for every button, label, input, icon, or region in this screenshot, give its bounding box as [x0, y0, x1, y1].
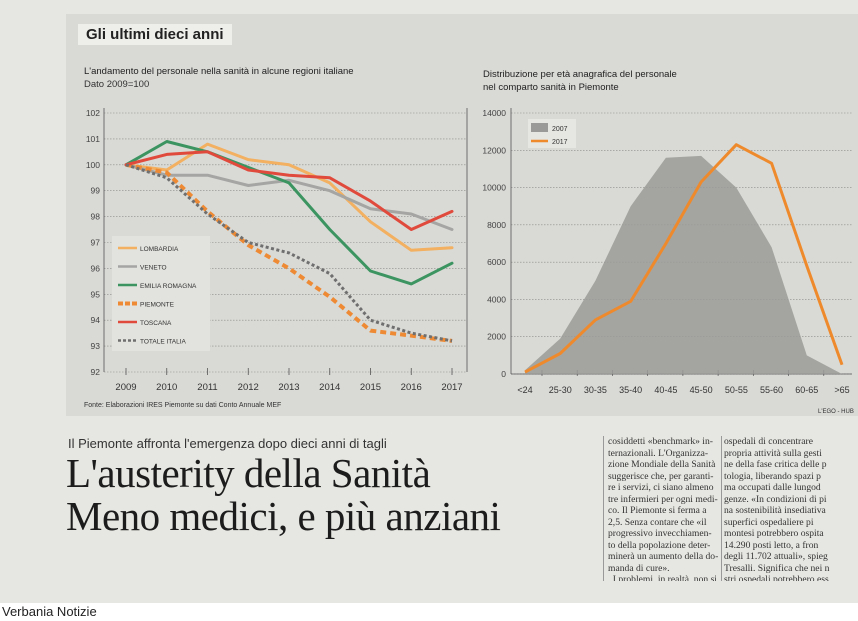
x-tick-label: 2014	[319, 382, 340, 393]
y-tick-label: 6000	[487, 257, 506, 267]
y-tick-label: 97	[91, 238, 101, 248]
column-divider	[721, 436, 722, 581]
x-tick-label: 2010	[156, 382, 177, 393]
legend-label: VENETO	[140, 265, 167, 272]
column-divider	[603, 436, 604, 581]
x-tick-label: >65	[834, 385, 849, 395]
y-tick-label: 10000	[482, 183, 506, 193]
x-tick-label: 55-60	[760, 385, 783, 395]
y-tick-label: 2000	[487, 332, 506, 342]
y-tick-label: 96	[91, 263, 101, 273]
y-tick-label: 0	[501, 369, 506, 379]
legend-label: TOSCANA	[140, 320, 172, 327]
y-tick-label: 92	[91, 367, 101, 377]
headline-line-1: L'austerity della Sanità	[66, 450, 431, 496]
x-tick-label: 2017	[441, 382, 462, 393]
line-chart-source: Fonte: Elaborazioni IRES Piemonte su dat…	[84, 402, 281, 409]
y-tick-label: 101	[86, 134, 100, 144]
line-series-2017	[524, 143, 844, 374]
legend-label: PIEMONTE	[140, 302, 175, 309]
y-tick-label: 98	[91, 212, 101, 222]
area-chart-title-line2: nel comparto sanità in Piemonte	[483, 82, 619, 93]
y-tick-label: 100	[86, 160, 100, 170]
article-column-1: cosiddetti «benchmark» in- ternazionali.…	[608, 436, 719, 581]
x-tick-label: 2011	[197, 382, 217, 393]
y-tick-label: 99	[91, 186, 101, 196]
x-tick-label: 2016	[401, 382, 422, 393]
legend-label: LOMBARDIA	[140, 246, 179, 253]
graphic-credit: L'EGO - HUB	[818, 409, 854, 415]
line-chart-subtitle: Dato 2009=100	[84, 79, 149, 90]
x-tick-label: 60-65	[795, 385, 818, 395]
article-column-2: ospedali di concentrare propria attività…	[724, 436, 830, 581]
x-tick-label: 45-50	[690, 385, 713, 395]
y-tick-label: 8000	[487, 220, 506, 230]
series-line-piemonte	[125, 162, 453, 343]
y-tick-label: 94	[91, 315, 101, 325]
line-chart: 92 93 94 95 96 97 98 99 100 101 102 2009 2010 2011 201…	[86, 108, 468, 393]
legend-box	[112, 236, 210, 351]
y-tick-label: 14000	[482, 108, 506, 118]
legend-label: EMILIA ROMAGNA	[140, 283, 197, 290]
x-tick-label: 2015	[360, 382, 381, 393]
area-chart-title-line1: Distribuzione per età anagrafica del per…	[483, 69, 677, 80]
legend-label: TOTALE ITALIA	[140, 339, 187, 346]
x-tick-label: 35-40	[619, 385, 642, 395]
line-chart-title: L'andamento del personale nella sanità i…	[84, 66, 354, 77]
section-title: Gli ultimi dieci anni	[78, 24, 232, 45]
x-tick-label: 2012	[238, 382, 259, 393]
legend-label: 2007	[552, 126, 568, 133]
legend-label: 2017	[552, 139, 568, 146]
x-tick-label: 2009	[115, 382, 136, 393]
charts-svg: L'andamento del personale nella sanità i…	[84, 66, 854, 415]
article-kicker: Il Piemonte affronta l'emergenza dopo di…	[68, 436, 387, 451]
y-tick-label: 4000	[487, 294, 506, 304]
x-tick-label: 40-45	[654, 385, 677, 395]
x-tick-label: 2013	[278, 382, 299, 393]
x-tick-label: 30-35	[584, 385, 607, 395]
headline-line-2: Meno medici, e più anziani	[66, 493, 501, 539]
x-tick-label: <24	[517, 385, 532, 395]
y-tick-label: 12000	[482, 145, 506, 155]
article-headline: L'austerity della Sanità Meno medici, e …	[66, 450, 501, 539]
y-tick-label: 102	[86, 108, 100, 118]
area-chart: 0 2000 4000 6000 8000 10000 12000 14000 <24 25-30…	[482, 108, 852, 395]
footer-source-label: Verbania Notizie	[2, 604, 97, 619]
x-tick-label: 50-55	[725, 385, 748, 395]
legend-swatch-2007	[531, 123, 548, 132]
area-series-2007	[525, 155, 842, 374]
y-tick-label: 95	[91, 289, 101, 299]
y-tick-label: 93	[91, 341, 101, 351]
series-line-lombardia	[124, 142, 454, 252]
x-tick-label: 25-30	[549, 385, 572, 395]
